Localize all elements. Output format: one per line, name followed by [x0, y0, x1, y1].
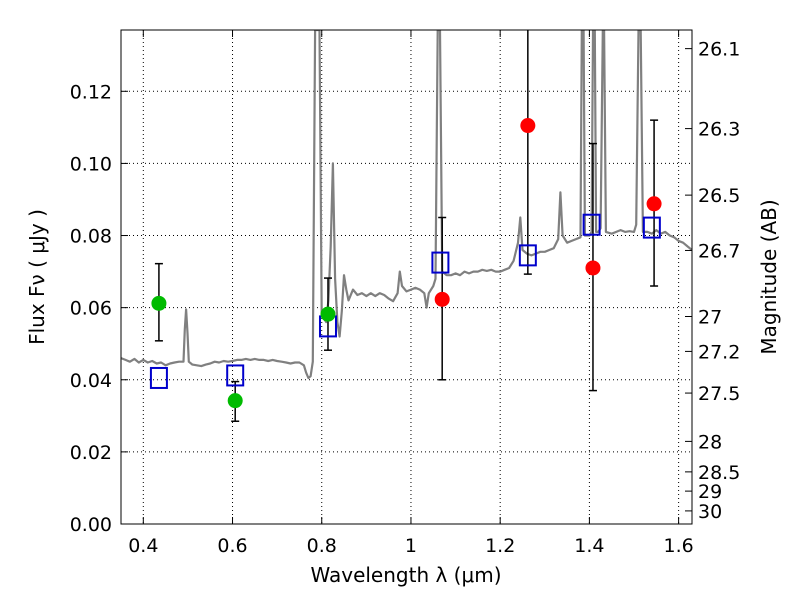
x-axis-title: Wavelength λ (μm): [310, 563, 501, 587]
y-axis-title: Flux Fν ( μJy ): [25, 209, 49, 345]
y-tick-label: 0.00: [70, 514, 112, 536]
nir-observation-point: [434, 291, 450, 307]
plot-frame: [120, 29, 693, 525]
magnitude-tick-label: 26.7: [698, 240, 740, 262]
x-tick-label: 1.2: [485, 535, 515, 557]
magnitude-axis-title: Magnitude (AB): [757, 199, 781, 354]
magnitude-tick-label: 28.5: [698, 462, 740, 484]
model-photometry-point: [226, 364, 245, 387]
nir-observation-point: [585, 260, 601, 276]
model-photometry-point: [149, 366, 168, 389]
optical-observation-point: [320, 306, 336, 322]
x-tick-label: 1.6: [664, 535, 694, 557]
x-tick-label: 1.4: [574, 535, 604, 557]
magnitude-tick-label: 29: [698, 481, 722, 503]
magnitude-tick-label: 28: [698, 431, 722, 453]
x-tick-label: 1: [405, 535, 417, 557]
magnitude-tick-label: 30: [698, 501, 722, 523]
y-tick-label: 0.12: [70, 81, 112, 103]
model-photometry-point: [518, 244, 537, 267]
x-tick-label: 0.4: [128, 535, 158, 557]
y-tick-label: 0.10: [70, 153, 112, 175]
nir-observation-point: [646, 196, 662, 212]
x-tick-label: 0.8: [307, 535, 337, 557]
axis-ticks: [121, 30, 692, 525]
tick-labels: 0.4 0.6 0.8 1 1.2 1.4 1.6 0.00 0.02 0.04 0.06 0.08 0…: [70, 39, 741, 557]
spectrum-line: [121, 30, 692, 380]
magnitude-tick-label: 26.1: [698, 39, 740, 61]
y-tick-label: 0.08: [70, 226, 112, 248]
y-tick-label: 0.06: [70, 298, 112, 320]
magnitude-tick-label: 27.2: [698, 341, 740, 363]
x-tick-label: 0.6: [217, 535, 247, 557]
magnitude-tick-label: 27: [698, 306, 722, 328]
magnitude-tick-label: 26.3: [698, 119, 740, 141]
grid-lines: [121, 30, 692, 525]
magnitude-tick-label: 27.5: [698, 383, 740, 405]
plot-area: [121, 30, 692, 422]
magnitude-tick-label: 26.5: [698, 185, 740, 207]
model-photometry-point: [642, 216, 661, 239]
optical-observation-point: [227, 393, 243, 409]
model-photometry-point: [431, 251, 450, 274]
model-photometry-point: [582, 213, 601, 236]
y-tick-label: 0.04: [70, 370, 112, 392]
y-tick-label: 0.02: [70, 442, 112, 464]
nir-observation-point: [520, 118, 536, 134]
optical-observation-point: [151, 295, 167, 311]
